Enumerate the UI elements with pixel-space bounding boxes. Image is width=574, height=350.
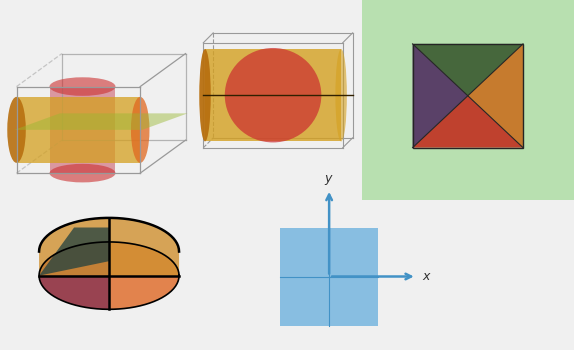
Ellipse shape	[7, 97, 26, 163]
Polygon shape	[109, 242, 179, 309]
Text: $y$: $y$	[324, 173, 334, 187]
Bar	[17, 97, 140, 163]
Ellipse shape	[49, 164, 115, 182]
Bar	[413, 44, 523, 148]
Ellipse shape	[335, 49, 347, 141]
Polygon shape	[39, 242, 109, 309]
Ellipse shape	[131, 97, 149, 163]
Polygon shape	[39, 228, 109, 276]
Bar	[280, 228, 378, 326]
Polygon shape	[413, 44, 468, 148]
Polygon shape	[39, 218, 179, 276]
Ellipse shape	[199, 49, 211, 141]
Polygon shape	[14, 113, 188, 130]
Text: $x$: $x$	[422, 270, 432, 283]
Ellipse shape	[225, 48, 321, 142]
Polygon shape	[413, 96, 523, 148]
Bar	[49, 86, 115, 173]
Bar	[205, 49, 341, 141]
Polygon shape	[468, 44, 523, 148]
Ellipse shape	[49, 77, 115, 96]
Polygon shape	[413, 44, 523, 96]
